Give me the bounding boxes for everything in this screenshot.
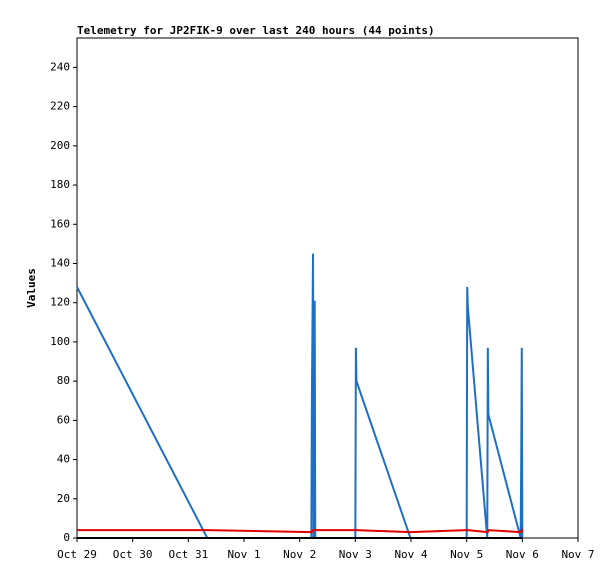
y-tick-label: 40 [57, 453, 70, 466]
y-tick-label: 120 [50, 296, 70, 309]
y-tick-label: 100 [50, 335, 70, 348]
x-tick-label: Oct 30 [113, 548, 153, 561]
plot-frame [76, 37, 579, 539]
y-tick-label: 180 [50, 178, 70, 191]
series-line [76, 253, 524, 539]
y-tick-label: 240 [50, 60, 70, 73]
x-tick-label: Nov 4 [394, 548, 427, 561]
x-tick-label: Nov 2 [283, 548, 316, 561]
x-tick-label: Nov 1 [227, 548, 260, 561]
y-tick-label: 0 [63, 531, 70, 544]
y-tick-label: 80 [57, 374, 70, 387]
series-line [77, 526, 524, 534]
y-tick-label: 160 [50, 217, 70, 230]
y-tick-label: 20 [57, 492, 70, 505]
y-tick-label: 220 [50, 100, 70, 113]
x-tick-label: Oct 29 [57, 548, 97, 561]
y-tick-label: 200 [50, 139, 70, 152]
y-axis-title: Values [25, 268, 38, 308]
x-tick-label: Nov 5 [450, 548, 483, 561]
y-tick-label: 140 [50, 256, 70, 269]
x-tick-label: Oct 31 [168, 548, 208, 561]
x-tick-label: Nov 7 [561, 548, 594, 561]
x-tick-label: Nov 6 [506, 548, 539, 561]
y-tick-label: 60 [57, 413, 70, 426]
chart-title: Telemetry for JP2FIK-9 over last 240 hou… [77, 24, 435, 37]
x-tick-label: Nov 3 [339, 548, 372, 561]
